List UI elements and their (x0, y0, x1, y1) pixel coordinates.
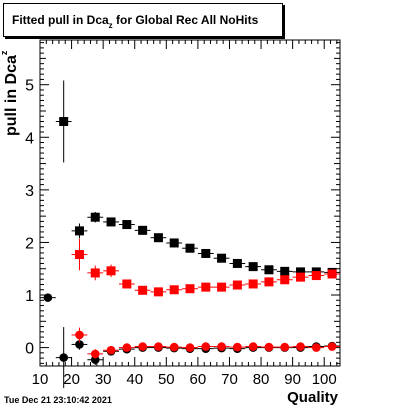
y-tick-label: 4 (25, 130, 34, 147)
data-point-circle (106, 345, 116, 355)
frame (39, 39, 341, 367)
data-point-square (74, 226, 84, 236)
data-point-circle (296, 342, 305, 351)
x-tick-label: 40 (126, 371, 143, 388)
data-point-square (90, 212, 100, 222)
data-point-circle (312, 343, 321, 352)
data-point-circle (90, 349, 100, 359)
data-point-square (138, 285, 148, 295)
data-point-square (185, 243, 195, 253)
data-point-square (217, 253, 227, 263)
y-axis-label-subscript: z (0, 50, 9, 56)
title-subscript: z (108, 21, 113, 30)
data-point-square (169, 285, 179, 295)
data-point-square (90, 268, 100, 278)
data-point-square (296, 267, 306, 277)
title-main: Fitted pull in Dca (12, 13, 109, 27)
data-point-circle (59, 353, 68, 362)
data-point-circle (280, 342, 290, 352)
x-axis-label: Quality (287, 389, 338, 406)
data-point-square (153, 233, 163, 243)
data-point-circle (154, 342, 163, 351)
series-3 (71, 327, 340, 359)
series-1 (71, 238, 340, 297)
x-tick-label: 100 (312, 371, 337, 388)
data-point-square (248, 262, 258, 272)
y-tick-label: 3 (25, 183, 34, 200)
data-point-square (122, 220, 132, 230)
y-tick-label: 5 (25, 78, 34, 95)
data-point-square (122, 279, 132, 289)
data-point-square (296, 272, 306, 282)
data-point-square (311, 271, 321, 281)
x-tick-label: 90 (284, 371, 301, 388)
x-tick-label: 60 (190, 371, 207, 388)
data-point-square (280, 275, 290, 285)
data-point-square (169, 238, 179, 248)
data-point-circle (233, 342, 242, 352)
chart-title: Fitted pull in Dcaz for Global Rec All N… (12, 13, 259, 30)
data-point-square (106, 217, 116, 227)
y-tick-label: 0 (25, 341, 34, 358)
data-point-circle (75, 330, 84, 340)
data-point-circle (43, 293, 53, 302)
x-tick-label: 80 (253, 371, 270, 388)
data-point-square (106, 266, 116, 276)
data-point-circle (169, 342, 179, 352)
title-box: Fitted pull in Dcaz for Global Rec All N… (3, 3, 283, 37)
data-point-square (74, 250, 84, 260)
data-point-circle (248, 342, 258, 351)
data-point-square (201, 282, 211, 292)
data-point-square (248, 279, 258, 289)
data-point-square (217, 282, 227, 292)
data-point-square (264, 277, 274, 287)
data-point-circle (75, 340, 84, 349)
data-point-square (327, 269, 337, 279)
data-point-circle (264, 342, 274, 352)
y-tick-label: 1 (25, 288, 34, 305)
data-point-circle (122, 343, 132, 352)
data-point-square (280, 266, 290, 276)
data-point-circle (185, 343, 195, 352)
x-tick-label: 20 (63, 371, 80, 388)
timestamp: Tue Dec 21 23:10:42 2021 (4, 395, 112, 405)
data-point-square (201, 248, 211, 258)
x-tick-label: 70 (221, 371, 238, 388)
data-point-square (138, 225, 148, 235)
data-point-square (264, 265, 274, 275)
x-tick-label: 50 (158, 371, 175, 388)
data-point-circle (217, 342, 226, 351)
data-point-circle (201, 342, 211, 351)
data-point-circle (138, 342, 147, 351)
data-point-square (185, 284, 195, 294)
data-marks (40, 80, 340, 389)
data-point-square (59, 117, 69, 126)
x-tick-label: 10 (32, 371, 49, 388)
title-rest: for Global Rec All NoHits (112, 13, 259, 27)
y-axis-label-main: pull in Dca (3, 55, 20, 136)
data-point-square (153, 287, 163, 297)
x-tick-label: 30 (95, 371, 112, 388)
data-point-circle (327, 342, 337, 351)
y-tick-label: 2 (25, 235, 34, 252)
data-point-square (232, 258, 242, 268)
data-point-square (232, 280, 242, 290)
